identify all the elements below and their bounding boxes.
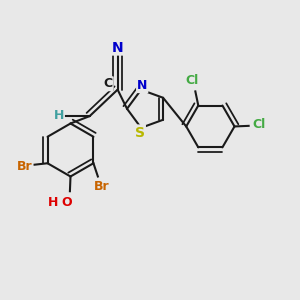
Text: Cl: Cl <box>186 74 199 87</box>
Text: Br: Br <box>17 160 32 173</box>
Text: Cl: Cl <box>252 118 265 131</box>
Text: Br: Br <box>94 180 110 193</box>
Text: S: S <box>135 125 145 140</box>
Text: C: C <box>103 77 113 90</box>
Text: H: H <box>53 109 64 122</box>
Text: N: N <box>112 40 123 55</box>
Text: N: N <box>137 79 147 92</box>
Text: H: H <box>48 196 58 209</box>
Text: O: O <box>61 196 72 209</box>
